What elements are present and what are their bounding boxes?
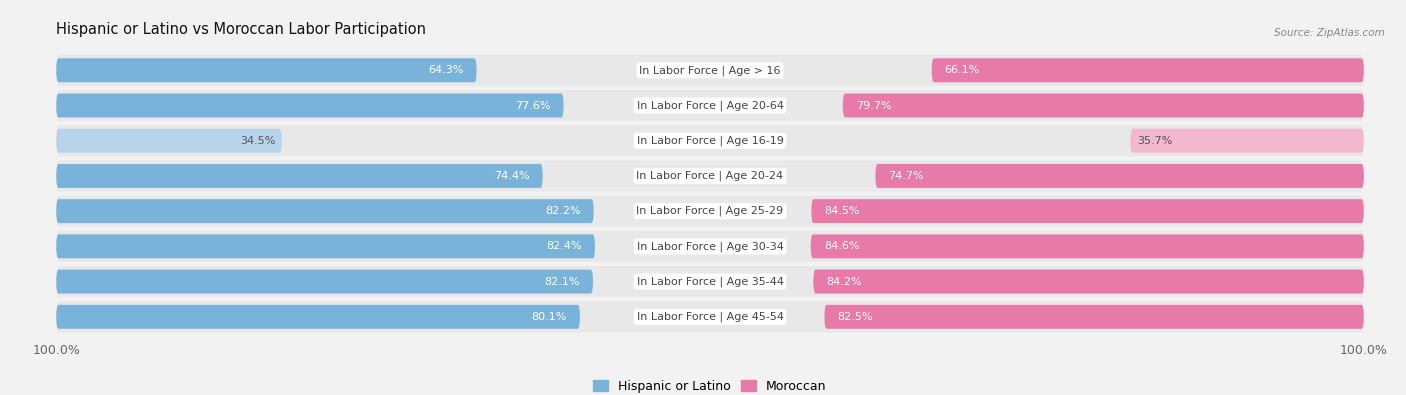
- FancyBboxPatch shape: [56, 164, 543, 188]
- FancyBboxPatch shape: [811, 199, 1364, 223]
- Text: In Labor Force | Age 30-34: In Labor Force | Age 30-34: [637, 241, 783, 252]
- Text: 80.1%: 80.1%: [531, 312, 567, 322]
- Text: 66.1%: 66.1%: [945, 65, 980, 75]
- Text: 74.7%: 74.7%: [889, 171, 924, 181]
- FancyBboxPatch shape: [56, 160, 1364, 192]
- Text: In Labor Force | Age 20-24: In Labor Force | Age 20-24: [637, 171, 783, 181]
- FancyBboxPatch shape: [56, 58, 477, 82]
- Text: 84.2%: 84.2%: [827, 276, 862, 287]
- Text: In Labor Force | Age 45-54: In Labor Force | Age 45-54: [637, 312, 783, 322]
- Text: 64.3%: 64.3%: [429, 65, 464, 75]
- FancyBboxPatch shape: [813, 270, 1364, 293]
- FancyBboxPatch shape: [56, 231, 1364, 262]
- Text: In Labor Force | Age > 16: In Labor Force | Age > 16: [640, 65, 780, 75]
- Legend: Hispanic or Latino, Moroccan: Hispanic or Latino, Moroccan: [588, 375, 832, 395]
- Text: 84.5%: 84.5%: [824, 206, 860, 216]
- FancyBboxPatch shape: [824, 305, 1364, 329]
- FancyBboxPatch shape: [56, 305, 579, 329]
- Text: 79.7%: 79.7%: [856, 100, 891, 111]
- Text: 77.6%: 77.6%: [515, 100, 551, 111]
- Text: In Labor Force | Age 16-19: In Labor Force | Age 16-19: [637, 135, 783, 146]
- Text: 82.4%: 82.4%: [547, 241, 582, 251]
- Text: 35.7%: 35.7%: [1137, 136, 1173, 146]
- FancyBboxPatch shape: [932, 58, 1364, 82]
- Text: 82.1%: 82.1%: [544, 276, 579, 287]
- FancyBboxPatch shape: [56, 55, 1364, 86]
- Text: In Labor Force | Age 25-29: In Labor Force | Age 25-29: [637, 206, 783, 216]
- FancyBboxPatch shape: [56, 234, 595, 258]
- FancyBboxPatch shape: [56, 266, 1364, 297]
- FancyBboxPatch shape: [56, 199, 593, 223]
- FancyBboxPatch shape: [842, 94, 1364, 117]
- FancyBboxPatch shape: [1130, 129, 1364, 153]
- Text: 74.4%: 74.4%: [494, 171, 530, 181]
- FancyBboxPatch shape: [56, 94, 564, 117]
- Text: 34.5%: 34.5%: [240, 136, 276, 146]
- FancyBboxPatch shape: [56, 90, 1364, 121]
- Text: In Labor Force | Age 20-64: In Labor Force | Age 20-64: [637, 100, 783, 111]
- Text: Hispanic or Latino vs Moroccan Labor Participation: Hispanic or Latino vs Moroccan Labor Par…: [56, 21, 426, 36]
- FancyBboxPatch shape: [56, 125, 1364, 156]
- FancyBboxPatch shape: [876, 164, 1364, 188]
- FancyBboxPatch shape: [56, 196, 1364, 227]
- Text: In Labor Force | Age 35-44: In Labor Force | Age 35-44: [637, 276, 783, 287]
- Text: 82.2%: 82.2%: [546, 206, 581, 216]
- FancyBboxPatch shape: [56, 270, 593, 293]
- Text: 82.5%: 82.5%: [838, 312, 873, 322]
- FancyBboxPatch shape: [811, 234, 1364, 258]
- Text: Source: ZipAtlas.com: Source: ZipAtlas.com: [1274, 28, 1385, 38]
- FancyBboxPatch shape: [56, 301, 1364, 332]
- FancyBboxPatch shape: [56, 129, 281, 153]
- Text: 84.6%: 84.6%: [824, 241, 859, 251]
